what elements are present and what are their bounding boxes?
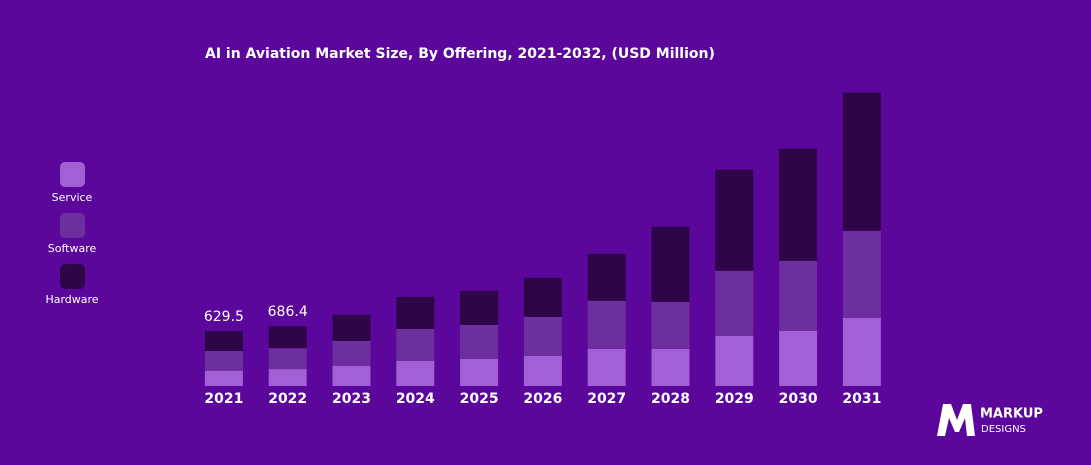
bar-segment bbox=[268, 326, 307, 349]
bar-segment bbox=[715, 270, 754, 336]
bar-segment bbox=[396, 360, 435, 386]
x-tick-label: 2022 bbox=[268, 391, 307, 407]
bar-segment bbox=[268, 369, 307, 386]
x-tick-label: 2030 bbox=[779, 391, 818, 407]
legend-label: Software bbox=[48, 242, 97, 255]
x-tick-label: 2031 bbox=[842, 391, 881, 407]
bar-segment bbox=[587, 348, 626, 386]
legend-swatch bbox=[60, 213, 85, 238]
bar-segment bbox=[332, 314, 371, 341]
logo: MARKUP DESIGNS bbox=[937, 404, 1043, 436]
bar-segment bbox=[460, 290, 499, 325]
bar-segment bbox=[204, 370, 243, 386]
legend-swatch bbox=[60, 264, 85, 289]
x-tick-label: 2021 bbox=[204, 391, 243, 407]
bar-segment bbox=[396, 328, 435, 361]
x-tick-label: 2029 bbox=[715, 391, 754, 407]
bar-segment bbox=[396, 296, 435, 329]
logo-brand: MARKUP bbox=[980, 407, 1043, 422]
x-tick-label: 2023 bbox=[332, 391, 371, 407]
x-tick-label: 2026 bbox=[523, 391, 562, 407]
bar-segment bbox=[523, 316, 562, 356]
bar-segment bbox=[460, 324, 499, 359]
bar-segment bbox=[842, 92, 881, 231]
bar-segment bbox=[842, 230, 881, 318]
bar-segment bbox=[204, 331, 243, 351]
bar-segment bbox=[204, 350, 243, 371]
bar-segment bbox=[523, 277, 562, 317]
bar-segment bbox=[587, 300, 626, 349]
bar-segment bbox=[715, 169, 754, 271]
bar-segment bbox=[842, 317, 881, 386]
x-tick-label: 2028 bbox=[651, 391, 690, 407]
bar-segment bbox=[587, 253, 626, 301]
bar-segment bbox=[651, 301, 690, 349]
bar-segment bbox=[651, 348, 690, 386]
legend-label: Service bbox=[52, 191, 93, 204]
legend-label: Hardware bbox=[45, 293, 98, 306]
bar-segment bbox=[779, 148, 818, 261]
legend-swatch bbox=[60, 162, 85, 187]
bar-segment bbox=[779, 260, 818, 331]
x-tick-label: 2025 bbox=[460, 391, 499, 407]
bar-segment bbox=[268, 348, 307, 370]
chart-title: AI in Aviation Market Size, By Offering,… bbox=[205, 46, 715, 62]
bar-segment bbox=[523, 355, 562, 386]
x-tick-label: 2027 bbox=[587, 391, 626, 407]
total-label: 686.4 bbox=[268, 304, 308, 320]
bar-segment bbox=[332, 365, 371, 386]
logo-icon bbox=[937, 404, 975, 436]
bar-segment bbox=[715, 335, 754, 386]
logo-sub: DESIGNS bbox=[981, 424, 1026, 435]
bar-segment bbox=[651, 226, 690, 302]
total-label: 629.5 bbox=[204, 309, 244, 325]
bar-segment bbox=[460, 358, 499, 386]
bar-segment bbox=[779, 330, 818, 386]
x-tick-label: 2024 bbox=[396, 391, 435, 407]
bar-segment bbox=[332, 340, 371, 366]
